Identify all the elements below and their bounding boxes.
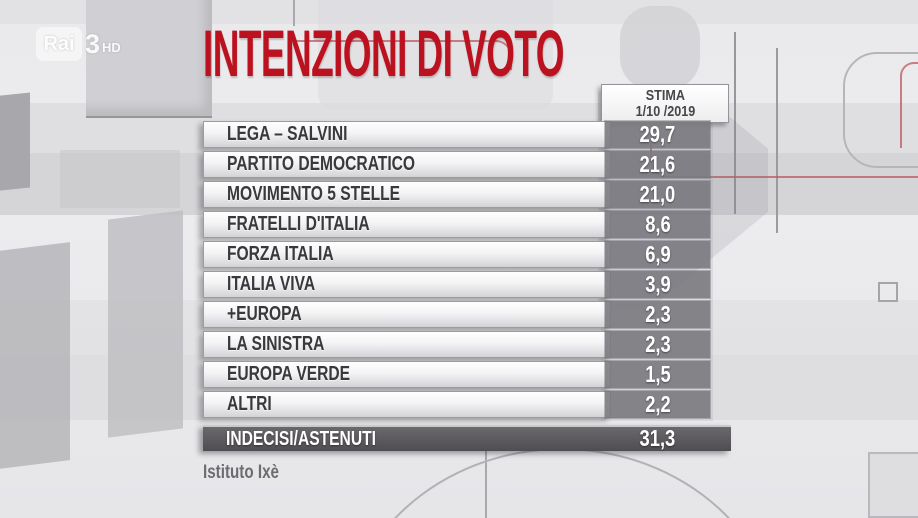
value-cell: 29,7: [605, 121, 710, 148]
background-shape: [878, 282, 898, 302]
undecided-bar: INDECISI/ASTENUTI: [203, 425, 731, 451]
value-cell: 31,3: [639, 424, 676, 451]
hd-badge: HD: [102, 39, 121, 55]
table-row: LEGA – SALVINI 29,7: [203, 121, 710, 148]
table-row: +EUROPA 2,3: [203, 301, 710, 328]
channel-number: 3: [85, 28, 101, 59]
party-name-bar: FRATELLI D'ITALIA: [203, 211, 611, 238]
column-header-line2: 1/10 /2019: [635, 102, 695, 120]
value-cell: 21,0: [605, 181, 710, 208]
party-name-bar: FORZA ITALIA: [203, 241, 611, 268]
table-row: FRATELLI D'ITALIA 8,6: [203, 211, 710, 238]
party-name-bar: ITALIA VIVA: [203, 271, 611, 298]
value-cell: 8,6: [605, 211, 710, 238]
background-shape: [318, 0, 553, 110]
value-cell: 3,9: [605, 271, 710, 298]
party-name-bar: EUROPA VERDE: [203, 361, 611, 388]
background-shape: [0, 242, 70, 472]
background-shape: [0, 92, 30, 193]
background-shape: [620, 6, 700, 90]
background-line: [776, 48, 778, 233]
table-row: MOVIMENTO 5 STELLE 21,0: [203, 181, 710, 208]
party-name-bar: PARTITO DEMOCRATICO: [203, 151, 611, 178]
page-title: INTENZIONI DI VOTO: [203, 16, 564, 90]
background-outline: [843, 52, 918, 168]
rai3hd-logo: Rai 3 HD: [36, 27, 121, 61]
table-row: PARTITO DEMOCRATICO 21,6: [203, 151, 710, 178]
source-label: Istituto Ixè: [203, 462, 280, 483]
table-row: ALTRI 2,2: [203, 391, 710, 418]
background-red-line: [900, 62, 918, 148]
party-name-bar: MOVIMENTO 5 STELLE: [203, 181, 611, 208]
party-name-bar: LA SINISTRA: [203, 331, 611, 358]
party-name-bar: +EUROPA: [203, 301, 611, 328]
value-cell: 21,6: [605, 151, 710, 178]
table-row: FORZA ITALIA 6,9: [203, 241, 710, 268]
value-cell: 1,5: [605, 361, 710, 388]
party-name-bar: LEGA – SALVINI: [203, 121, 611, 148]
column-header-stima: STIMA 1/10 /2019: [601, 84, 729, 123]
background-line: [734, 32, 736, 214]
background-shape: [108, 210, 183, 438]
rai-logo-text: Rai: [43, 32, 75, 55]
background-shape: [86, 0, 212, 118]
table-row: EUROPA VERDE 1,5: [203, 361, 710, 388]
party-name-bar: ALTRI: [203, 391, 611, 418]
value-cell: 2,3: [605, 331, 710, 358]
background-red-line: [292, 40, 512, 70]
rai-logo-box: Rai: [36, 27, 82, 61]
background-shape: [868, 452, 918, 518]
background-arc: [340, 448, 784, 518]
value-cell: 2,3: [605, 301, 710, 328]
column-header-line1: STIMA: [645, 86, 685, 104]
table-row: ITALIA VIVA 3,9: [203, 271, 710, 298]
background-line: [293, 0, 295, 26]
background-shape: [60, 150, 180, 208]
value-cell: 6,9: [605, 241, 710, 268]
table-row: LA SINISTRA 2,3: [203, 331, 710, 358]
value-cell: 2,2: [605, 391, 710, 418]
poll-table: LEGA – SALVINI 29,7 PARTITO DEMOCRATICO …: [203, 121, 731, 454]
table-row-undecided: INDECISI/ASTENUTI 31,3: [203, 424, 731, 451]
